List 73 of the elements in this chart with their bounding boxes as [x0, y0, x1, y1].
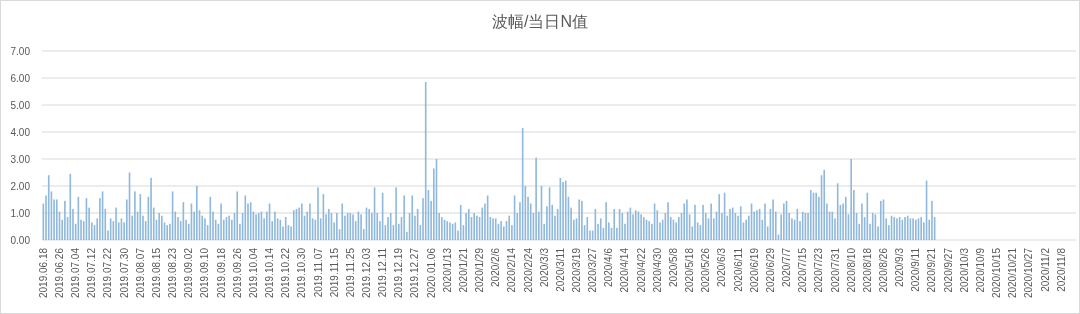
x-tick-label: 2020/9/3	[894, 247, 906, 287]
x-tick-label: 2019.09.26	[231, 247, 243, 299]
x-tick-label: 2020/1/29	[474, 247, 486, 293]
x-tick-label: 2020/3/19	[571, 247, 582, 293]
x-tick-label: 2020/5/26	[700, 247, 712, 293]
x-tick-label: 2020/10/9	[974, 247, 986, 293]
x-tick-label: 2019.10.04	[247, 247, 259, 299]
x-tick-label: 2020/2/6	[490, 247, 502, 287]
x-tick-label: 2019.07.22	[102, 247, 114, 299]
x-tick-label: 2020/3/11	[554, 247, 566, 292]
y-tick-label: 7.00	[10, 45, 31, 57]
x-tick-label: 2019.08.15	[150, 247, 162, 299]
y-tick-label: 1.00	[10, 207, 31, 219]
x-tick-label: 2019.09.10	[199, 247, 211, 299]
x-tick-label: 2020/2/24	[522, 247, 534, 293]
x-tick-label: 2020/9/27	[942, 247, 954, 293]
x-tick-label: 2019.07.12	[86, 247, 98, 299]
x-tick-label: 2020/8/26	[877, 247, 889, 293]
x-tick-label: 2020/1/13	[441, 247, 453, 293]
x-tick-label: 2019.10.22	[280, 247, 292, 299]
x-tick-label: 2020/6/29	[764, 247, 776, 293]
x-tick-label: 2020/5/8	[667, 247, 679, 287]
x-tick-label: 2020.01.06	[425, 247, 437, 299]
y-tick-label: 5.00	[10, 99, 31, 111]
x-tick-label: 2020/6/11	[732, 247, 744, 292]
x-tick-label: 2020/8/10	[845, 247, 857, 293]
x-tick-label: 2019.12.11	[377, 247, 389, 298]
y-tick-label: 6.00	[10, 72, 31, 84]
x-tick-label: 2019.06.26	[54, 247, 65, 299]
x-tick-label: 2019.12.03	[360, 247, 372, 299]
y-tick-label: 2.00	[10, 180, 31, 192]
x-tick-label: 2019.12.19	[393, 247, 405, 299]
x-tick-label: 2020/8/18	[861, 247, 873, 293]
x-tick-label: 2020/3/3	[538, 247, 550, 287]
x-tick-label: 2020/11/2	[1039, 247, 1051, 292]
x-tick-label: 2020/6/3	[716, 247, 728, 287]
x-tick-label: 2019.07.30	[118, 247, 130, 299]
x-tick-label: 2019.07.04	[70, 247, 82, 299]
x-tick-label: 2019.12.27	[409, 247, 421, 299]
x-tick-label: 2020/10/15	[991, 247, 1003, 299]
x-tick-label: 2019.10.14	[264, 247, 276, 299]
x-tick-label: 2019.08.23	[167, 247, 179, 299]
x-tick-label: 2020/4/22	[635, 247, 647, 293]
x-tick-label: 2019.09.18	[215, 247, 227, 299]
x-tick-label: 2020/9/21	[926, 247, 938, 293]
x-tick-label: 2019.11.07	[312, 247, 324, 298]
x-tick-label: 2019.08.07	[134, 247, 146, 299]
x-tick-label: 2020/4/6	[603, 247, 615, 287]
x-tick-label: 2020/3/27	[587, 247, 599, 293]
x-tick-label: 2020/7/15	[797, 247, 809, 293]
x-tick-label: 2020/10/3	[958, 247, 970, 293]
x-tick-label: 2020/9/11	[910, 247, 922, 292]
x-tick-label: 2020/7/31	[829, 247, 841, 293]
x-tick-label: 2019.11.15	[328, 247, 340, 298]
x-tick-label: 2020/11/8	[1055, 247, 1067, 292]
x-tick-label: 2019.09.02	[183, 247, 195, 299]
y-tick-label: 0.00	[10, 234, 31, 246]
x-tick-label: 2020/1/21	[457, 247, 469, 293]
x-tick-label: 2020/4/30	[651, 247, 663, 293]
x-tick-label: 2020/2/14	[506, 247, 518, 293]
x-tick-label: 2019.10.30	[296, 247, 308, 299]
x-tick-label: 2020/6/19	[748, 247, 760, 293]
x-tick-label: 2020/5/18	[684, 247, 696, 293]
x-tick-label: 2020/7/23	[813, 247, 825, 293]
x-tick-label: 2020/10/27	[1023, 247, 1035, 299]
x-tick-label: 2020/4/14	[619, 247, 631, 293]
x-tick-label: 2019.06.18	[37, 247, 49, 299]
x-tick-label: 2020/7/7	[781, 247, 793, 287]
y-tick-label: 3.00	[10, 153, 31, 165]
x-tick-label: 2020/10/21	[1007, 247, 1019, 299]
y-tick-label: 4.00	[10, 126, 31, 138]
chart-title: 波幅/当日N值	[492, 13, 588, 30]
x-tick-label: 2019.11.25	[344, 247, 356, 298]
